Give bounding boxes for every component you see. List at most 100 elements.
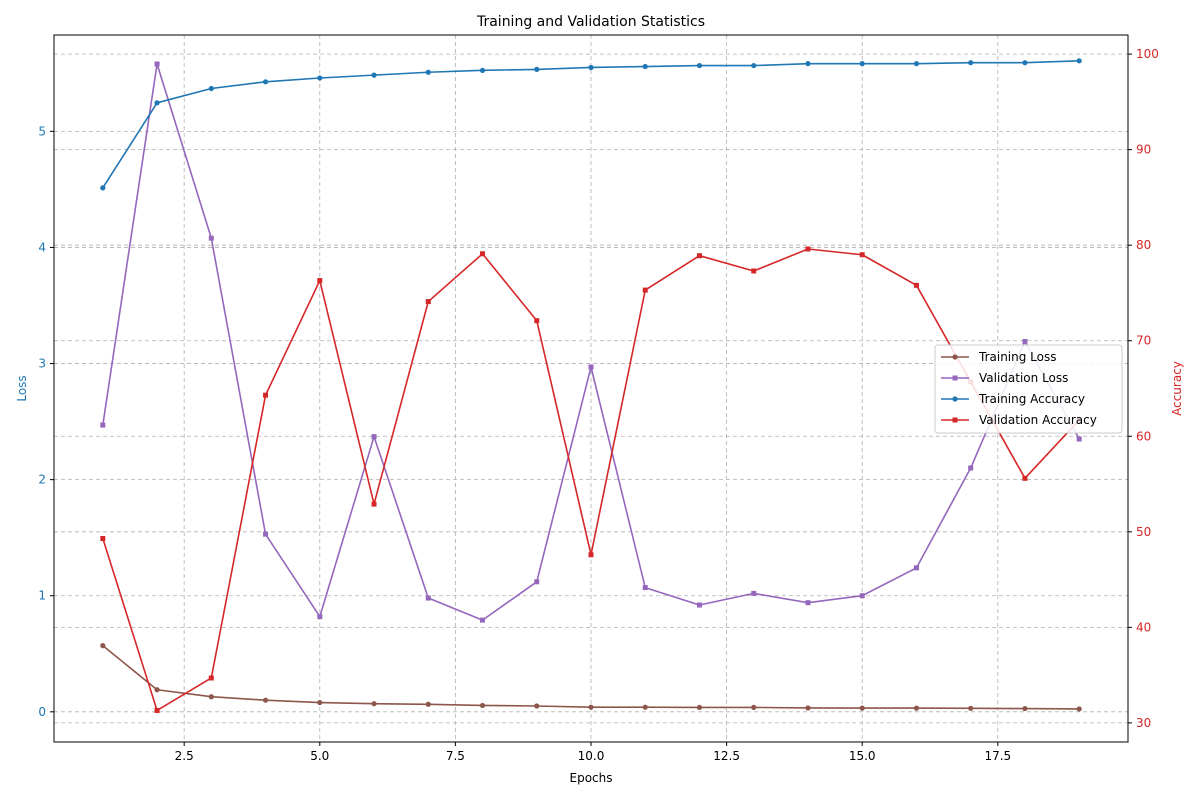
data-point-validation-loss (1076, 436, 1082, 442)
y-right-tick-label: 80 (1136, 238, 1151, 252)
data-point-training-loss (751, 704, 757, 711)
legend-label: Validation Loss (979, 371, 1068, 385)
data-point-validation-accuracy (913, 282, 919, 288)
data-point-training-loss (696, 704, 703, 711)
data-point-training-accuracy (751, 62, 757, 69)
data-point-training-accuracy (968, 60, 974, 66)
data-point-validation-accuracy (805, 246, 811, 252)
series-layer (100, 58, 1082, 713)
y-right-tick-label: 70 (1136, 334, 1151, 348)
legend-label: Training Accuracy (978, 392, 1085, 406)
legend-label: Validation Accuracy (979, 413, 1097, 427)
data-point-validation-loss (913, 565, 919, 571)
x-tick-label: 17.5 (984, 749, 1011, 763)
y-right-tick-label: 50 (1136, 525, 1151, 539)
data-point-validation-loss (480, 617, 486, 623)
data-point-validation-accuracy (534, 318, 540, 324)
data-point-training-accuracy (425, 69, 431, 75)
x-axis-title: Epochs (570, 771, 613, 785)
data-point-training-loss (208, 694, 214, 700)
data-point-training-loss (805, 705, 811, 711)
data-point-validation-accuracy (317, 278, 323, 284)
data-point-training-loss (588, 704, 594, 710)
data-point-validation-accuracy (208, 675, 214, 681)
data-point-training-loss (371, 701, 377, 707)
y-left-tick-label: 1 (38, 589, 46, 603)
data-point-validation-loss (859, 593, 865, 599)
y-left-tick-label: 3 (38, 357, 46, 371)
x-tick-label: 2.5 (175, 749, 194, 763)
data-point-validation-accuracy (751, 268, 757, 274)
data-point-training-loss (859, 705, 865, 711)
data-point-validation-accuracy (371, 501, 377, 507)
x-tick-label: 15.0 (849, 749, 876, 763)
series-training-accuracy (100, 58, 1082, 191)
data-point-validation-accuracy (263, 392, 269, 398)
data-point-validation-loss (805, 600, 811, 606)
series-validation-loss (100, 61, 1082, 623)
legend-item-training-loss: Training Loss (941, 350, 1056, 364)
data-point-training-loss (1022, 705, 1028, 712)
y-axis-right: 30 40 50 60 70 80 90 100 (1128, 47, 1159, 730)
y-axis-left: 0 1 2 3 4 5 (38, 124, 54, 719)
data-point-training-accuracy (913, 61, 920, 67)
y-axis-left-title: Loss (15, 375, 29, 401)
data-point-validation-accuracy (588, 552, 594, 558)
data-point-validation-loss (263, 531, 269, 537)
data-point-validation-accuracy (154, 707, 160, 713)
data-point-training-accuracy (1022, 60, 1028, 66)
y-left-tick-label: 2 (38, 473, 46, 487)
data-point-training-accuracy (317, 75, 323, 81)
data-point-validation-accuracy (859, 252, 865, 258)
data-point-training-accuracy (588, 64, 594, 71)
legend: Training Loss Validation Loss Training Acc… (934, 344, 1123, 434)
series-line-training-loss (102, 645, 1080, 710)
legend-item-training-accuracy: Training Accuracy (941, 392, 1085, 406)
data-point-validation-loss (1022, 338, 1028, 344)
x-tick-label: 12.5 (713, 749, 740, 763)
legend-box (934, 344, 1123, 434)
y-right-tick-label: 60 (1136, 429, 1151, 443)
data-point-validation-accuracy (480, 251, 486, 257)
x-tick-label: 10.0 (578, 749, 605, 763)
series-training-loss (100, 643, 1082, 712)
data-point-validation-loss (208, 235, 214, 241)
chart-title: Training and Validation Statistics (476, 14, 705, 30)
data-point-training-accuracy (100, 185, 106, 191)
legend-label: Training Loss (978, 350, 1056, 364)
data-point-validation-loss (751, 590, 757, 596)
data-point-training-loss (479, 702, 486, 709)
legend-item-validation-loss: Validation Loss (941, 371, 1068, 385)
legend-marker (952, 375, 958, 381)
data-point-training-loss (913, 705, 920, 711)
data-point-validation-accuracy (425, 299, 431, 305)
y-right-tick-label: 100 (1136, 47, 1159, 61)
data-point-validation-loss (534, 579, 540, 585)
data-point-validation-accuracy (100, 535, 106, 541)
x-axis: 2.5 5.0 7.5 10.0 12.5 15.0 17.5 (175, 742, 1011, 763)
data-point-training-accuracy (208, 85, 214, 92)
y-left-tick-label: 0 (38, 705, 46, 719)
data-point-training-loss (425, 701, 431, 707)
data-point-validation-accuracy (642, 287, 648, 293)
data-point-training-accuracy (859, 61, 865, 67)
data-point-validation-loss (425, 595, 431, 601)
data-point-training-accuracy (805, 61, 811, 67)
legend-marker (952, 354, 958, 360)
data-point-training-loss (642, 704, 648, 710)
data-point-validation-loss (696, 602, 702, 608)
series-validation-accuracy (100, 246, 1082, 713)
data-point-training-loss (317, 699, 323, 706)
data-point-training-accuracy (642, 63, 648, 70)
data-point-validation-loss (154, 61, 160, 67)
data-point-training-loss (100, 643, 106, 649)
legend-marker (952, 417, 958, 423)
data-point-training-accuracy (479, 67, 486, 73)
data-point-training-loss (154, 687, 160, 693)
data-point-validation-loss (642, 585, 648, 591)
grid (54, 35, 1128, 742)
y-right-tick-label: 30 (1136, 716, 1151, 730)
data-point-validation-loss (588, 364, 594, 370)
y-left-tick-label: 5 (38, 124, 46, 138)
